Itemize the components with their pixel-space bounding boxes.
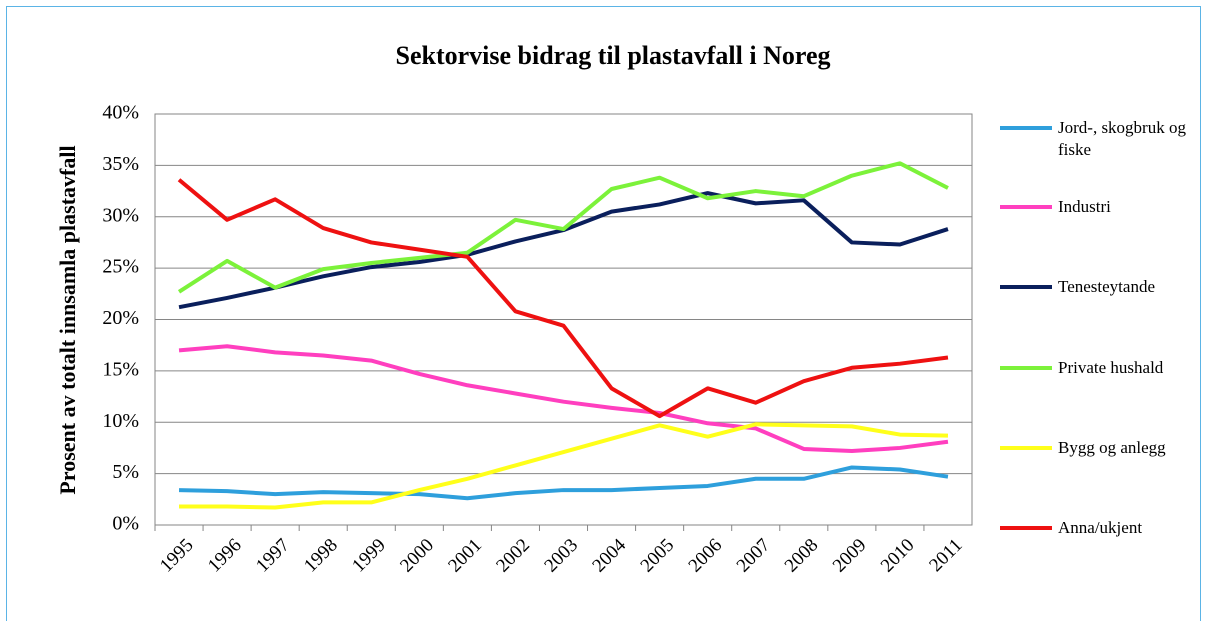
series-line [179, 422, 949, 510]
y-tick-label: 10% [102, 410, 139, 432]
y-tick-label: 30% [102, 204, 139, 226]
x-tick-label: 1995 [156, 535, 198, 577]
chart-border [6, 6, 1201, 621]
x-tick-label: 1999 [348, 535, 390, 577]
x-tick-label: 2008 [781, 535, 823, 577]
y-axis-label: Prosent av totalt innsamla plastavfall [55, 145, 80, 494]
legend-label: Tenesteytande [1058, 277, 1155, 296]
series-line [177, 178, 949, 419]
legend-label: Jord-, skogbruk og fiske [1058, 118, 1186, 159]
x-tick-label: 2002 [492, 535, 534, 577]
plot-border [154, 113, 973, 526]
x-tick-label: 2003 [540, 535, 582, 577]
y-tick-label: 5% [112, 461, 139, 483]
x-tick-label: 2001 [444, 535, 486, 577]
series-line [178, 465, 949, 501]
x-tick-label: 2000 [396, 535, 438, 577]
x-tick-label: 2006 [685, 535, 727, 577]
y-tick-label: 15% [102, 358, 139, 380]
legend-label: Industri [1058, 197, 1111, 216]
x-tick-label: 1996 [204, 535, 246, 577]
y-tick-label: 20% [102, 307, 139, 329]
x-tick-label: 2004 [588, 534, 630, 576]
x-tick-label: 2007 [733, 535, 775, 577]
x-tick-label: 2005 [637, 535, 679, 577]
y-tick-label: 40% [102, 102, 139, 124]
y-tick-label: 35% [102, 153, 139, 175]
x-tick-label: 2009 [829, 535, 871, 577]
x-tick-label: 2010 [877, 535, 919, 577]
y-tick-label: 0% [112, 513, 139, 535]
x-tick-label: 2011 [925, 535, 966, 576]
legend-label: Private hushald [1058, 358, 1164, 377]
legend-label: Anna/ukjent [1058, 518, 1143, 537]
x-tick-label: 1998 [300, 535, 342, 577]
y-tick-label: 25% [102, 256, 139, 278]
chart-title: Sektorvise bidrag til plastavfall i Nore… [395, 41, 830, 70]
legend-label: Bygg og anlegg [1058, 438, 1166, 457]
series-line [177, 161, 949, 294]
series-line [178, 344, 949, 454]
x-tick-label: 1997 [252, 535, 294, 577]
